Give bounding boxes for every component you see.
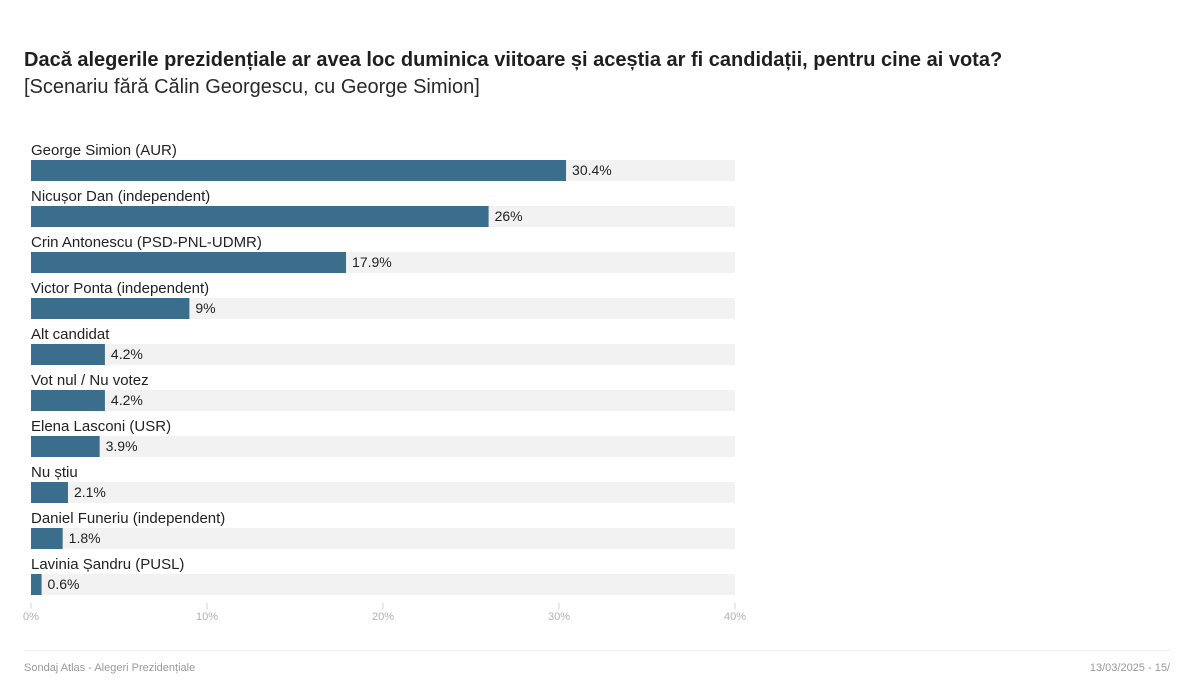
x-tick-label: 20% (372, 611, 394, 623)
bar (31, 482, 68, 503)
value-label: 2.1% (74, 484, 106, 500)
bar-track (31, 436, 735, 457)
bar (31, 344, 105, 365)
x-tick-label: 30% (548, 611, 570, 623)
category-label: Nicușor Dan (independent) (31, 188, 210, 205)
category-label: Victor Ponta (independent) (31, 280, 209, 297)
value-label: 9% (195, 300, 215, 316)
value-label: 0.6% (48, 576, 80, 592)
x-tick-label: 10% (196, 611, 218, 623)
chart-title: Dacă alegerile prezidențiale ar avea loc… (24, 49, 1003, 71)
bar (31, 390, 105, 411)
bar (31, 160, 567, 181)
value-label: 1.8% (69, 530, 101, 546)
bar (31, 298, 190, 319)
bar-track (31, 528, 735, 549)
bar (31, 206, 489, 227)
bar (31, 252, 347, 273)
value-label: 4.2% (111, 346, 143, 362)
category-label: Nu știu (31, 464, 78, 481)
bar (31, 574, 42, 595)
bar (31, 436, 100, 457)
bar-track (31, 298, 735, 319)
bar-track (31, 482, 735, 503)
x-tick-label: 0% (23, 611, 39, 623)
value-label: 30.4% (572, 162, 612, 178)
bar-track (31, 390, 735, 411)
bar-track (31, 574, 735, 595)
bar (31, 528, 63, 549)
x-tick-label: 40% (724, 611, 746, 623)
category-label: Crin Antonescu (PSD-PNL-UDMR) (31, 234, 262, 251)
category-label: Elena Lasconi (USR) (31, 418, 171, 435)
footer-source: Sondaj Atlas - Alegeri Prezidențiale (24, 662, 196, 674)
value-label: 17.9% (352, 254, 392, 270)
value-label: 3.9% (106, 438, 138, 454)
footer-date-page: 13/03/2025 - 15/ (1089, 662, 1170, 674)
category-label: George Simion (AUR) (31, 142, 177, 159)
chart-subtitle: [Scenariu fără Călin Georgescu, cu Georg… (24, 76, 480, 98)
category-label: Alt candidat (31, 326, 110, 343)
category-label: Vot nul / Nu votez (31, 372, 149, 389)
value-label: 26% (495, 208, 523, 224)
footer-divider (24, 650, 1170, 651)
bar-chart: George Simion (AUR) 30.4% Nicușor Dan (ind… (23, 142, 746, 623)
bar-track (31, 344, 735, 365)
value-label: 4.2% (111, 392, 143, 408)
category-label: Lavinia Șandru (PUSL) (31, 556, 184, 573)
category-label: Daniel Funeriu (independent) (31, 510, 225, 527)
